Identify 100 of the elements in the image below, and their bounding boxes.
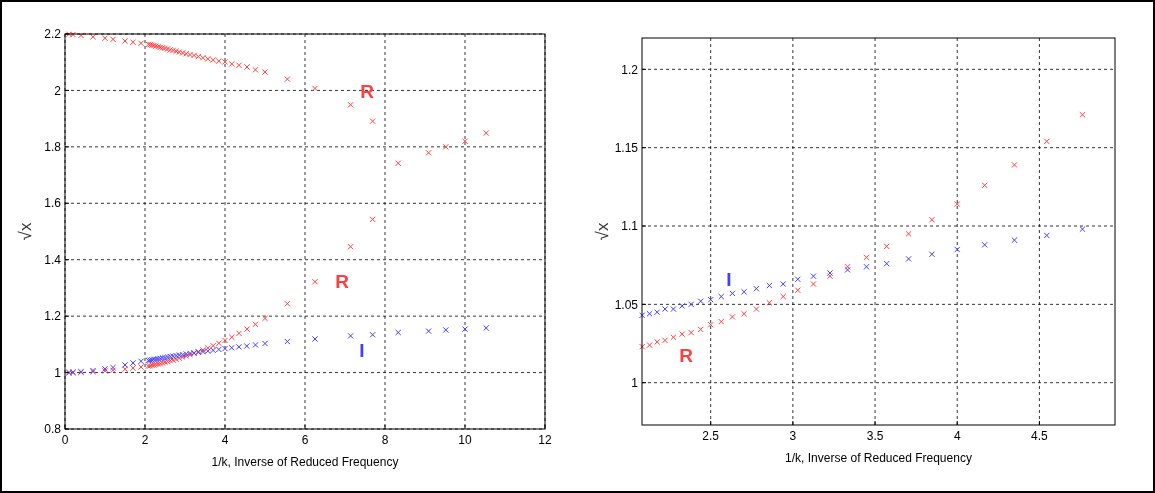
x-tick-label: 4 xyxy=(953,429,961,443)
point xyxy=(826,273,834,280)
point xyxy=(780,280,787,288)
y-tick-label: 1.6 xyxy=(44,196,62,211)
point xyxy=(661,337,669,344)
x-tick-label: 4 xyxy=(221,433,229,447)
x-tick-label: 0 xyxy=(61,433,69,447)
point xyxy=(729,290,736,297)
point xyxy=(697,298,704,305)
x-axis-title: 1/k, Inverse of Reduced Frequency xyxy=(785,451,972,465)
point xyxy=(425,328,432,335)
point xyxy=(740,310,748,317)
point xyxy=(753,305,760,313)
point xyxy=(688,301,695,308)
point xyxy=(395,160,402,167)
point xyxy=(954,200,961,208)
point xyxy=(905,230,912,237)
point xyxy=(395,329,402,336)
x-tick-label: 2.5 xyxy=(702,429,720,443)
y-tick-label: 1.15 xyxy=(614,140,639,155)
point xyxy=(740,288,748,295)
point xyxy=(461,326,469,333)
point xyxy=(284,338,291,345)
point xyxy=(442,326,449,334)
point xyxy=(780,293,787,300)
point xyxy=(981,182,988,189)
x-tick-label: 12 xyxy=(538,433,552,447)
point xyxy=(1011,161,1018,169)
point xyxy=(688,329,695,336)
y-tick-label: 1 xyxy=(631,375,639,390)
point xyxy=(729,313,736,320)
point xyxy=(311,85,319,92)
point xyxy=(810,280,817,288)
x-tick-label: 3 xyxy=(789,429,797,443)
x-axis-title: 1/k, Inverse of Reduced Frequency xyxy=(211,455,399,469)
point xyxy=(369,118,376,125)
point xyxy=(311,278,319,285)
point xyxy=(109,36,117,43)
point xyxy=(1079,111,1086,118)
y-tick-label: 1.2 xyxy=(621,62,639,77)
x-tick-label: 2 xyxy=(141,433,149,447)
point xyxy=(981,241,988,248)
x-tick-label: 6 xyxy=(301,433,309,447)
point xyxy=(369,331,376,338)
point xyxy=(928,251,936,258)
point xyxy=(284,300,291,307)
y-tick-label: 1.8 xyxy=(44,140,62,155)
y-tick-label: 1.2 xyxy=(44,309,62,324)
point xyxy=(89,33,97,40)
x-tick-label: 10 xyxy=(458,433,472,447)
y-tick-label: 1 xyxy=(54,365,62,380)
y-tick-label: 0.8 xyxy=(44,422,62,437)
point xyxy=(670,334,677,341)
point xyxy=(252,321,259,328)
point xyxy=(1043,138,1050,145)
point xyxy=(905,255,912,263)
point xyxy=(483,324,490,332)
point xyxy=(235,330,243,337)
point xyxy=(707,296,714,303)
point xyxy=(1043,232,1050,239)
y-tick-label: 1.1 xyxy=(621,219,639,234)
series-label: I xyxy=(726,268,732,290)
point xyxy=(863,254,870,261)
y-tick-label: 1.05 xyxy=(614,297,639,312)
point xyxy=(129,39,137,46)
y-tick-label: 2.2 xyxy=(44,27,62,42)
point xyxy=(928,216,936,223)
point xyxy=(425,149,432,156)
point xyxy=(883,243,890,250)
point xyxy=(766,282,773,289)
point xyxy=(442,143,449,150)
point xyxy=(707,321,714,328)
point xyxy=(794,276,801,283)
series-label: R xyxy=(360,80,375,102)
point xyxy=(199,54,207,61)
point xyxy=(679,331,686,338)
point xyxy=(810,273,817,280)
point xyxy=(347,243,354,250)
point xyxy=(252,341,259,349)
point xyxy=(753,285,760,292)
series-label: R xyxy=(679,344,694,366)
point xyxy=(883,260,890,267)
point xyxy=(794,287,801,294)
point xyxy=(252,66,259,73)
point xyxy=(261,68,269,76)
x-tick-label: 3.5 xyxy=(866,429,884,443)
point xyxy=(654,338,661,346)
point xyxy=(261,340,269,347)
point xyxy=(190,52,198,59)
point xyxy=(670,305,677,313)
point xyxy=(1011,237,1018,244)
point xyxy=(1079,226,1086,233)
point xyxy=(369,216,376,223)
x-tick-label: 4.5 xyxy=(1031,429,1049,443)
point xyxy=(863,263,870,270)
point xyxy=(461,138,469,145)
point xyxy=(483,129,490,137)
point xyxy=(101,35,109,42)
point xyxy=(954,246,961,253)
point xyxy=(121,366,129,373)
